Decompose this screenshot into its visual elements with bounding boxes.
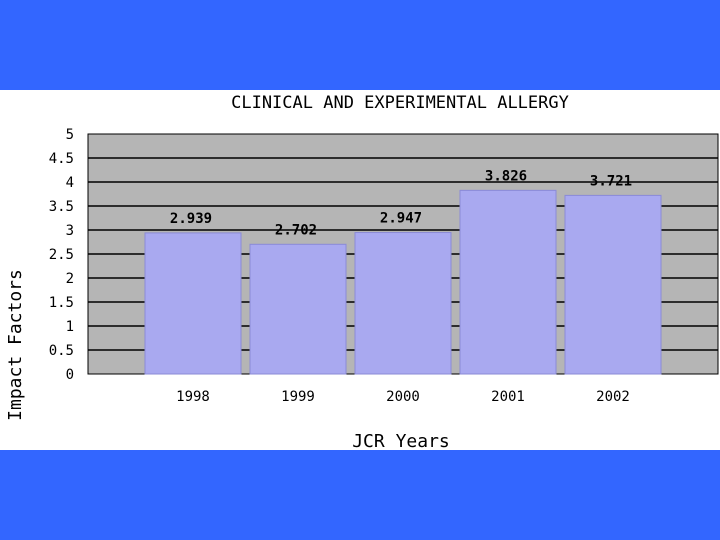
bar bbox=[249, 243, 347, 375]
y-axis-title: Impact Factors bbox=[5, 269, 26, 421]
y-tick-label: 5 bbox=[66, 127, 74, 143]
y-tick-label: 1 bbox=[66, 319, 74, 335]
data-label: 2.702 bbox=[275, 222, 317, 238]
data-label: 2.947 bbox=[380, 211, 422, 227]
y-tick-label: 0 bbox=[66, 367, 74, 383]
y-tick-label: 2 bbox=[66, 271, 74, 287]
data-label: 2.939 bbox=[170, 211, 212, 227]
x-tick-label: 1998 bbox=[176, 389, 210, 405]
impact-factor-bar-chart: CLINICAL AND EXPERIMENTAL ALLERGY 0 0.5 1 1… bbox=[5, 93, 719, 450]
data-label: 3.826 bbox=[485, 168, 527, 184]
x-tick-label: 2001 bbox=[491, 389, 525, 405]
y-tick-label: 0.5 bbox=[49, 343, 74, 359]
x-axis-title: JCR Years bbox=[352, 431, 450, 450]
y-tick-label: 1.5 bbox=[49, 295, 74, 311]
y-tick-label: 4.5 bbox=[49, 151, 74, 167]
chart-title: CLINICAL AND EXPERIMENTAL ALLERGY bbox=[231, 93, 569, 113]
bar bbox=[564, 194, 662, 375]
bar bbox=[144, 232, 242, 375]
data-labels: 2.939 2.702 2.947 3.826 3.721 bbox=[170, 168, 632, 238]
top-blue-band bbox=[0, 0, 720, 90]
y-tick-label: 4 bbox=[66, 175, 74, 191]
y-tick-label: 3.5 bbox=[49, 199, 74, 215]
x-tick-label: 2002 bbox=[596, 389, 630, 405]
bar bbox=[459, 189, 557, 375]
x-axis-ticks: 1998 1999 2000 2001 2002 bbox=[176, 389, 630, 405]
x-tick-label: 2000 bbox=[386, 389, 420, 405]
x-tick-label: 1999 bbox=[281, 389, 315, 405]
y-tick-label: 3 bbox=[66, 223, 74, 239]
bottom-blue-band bbox=[0, 450, 720, 540]
y-axis-ticks: 0 0.5 1 1.5 2 2.5 3 3.5 4 4.5 5 bbox=[49, 127, 74, 383]
bars bbox=[144, 189, 662, 375]
bar bbox=[354, 232, 452, 375]
y-tick-label: 2.5 bbox=[49, 247, 74, 263]
data-label: 3.721 bbox=[590, 173, 632, 189]
